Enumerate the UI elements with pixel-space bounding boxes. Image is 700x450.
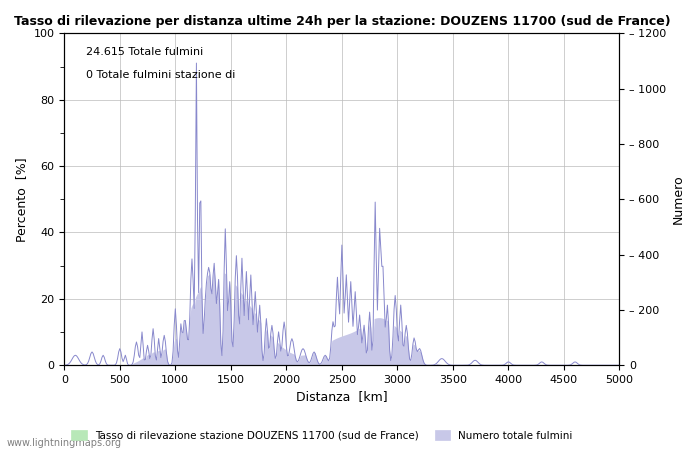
Title: Tasso di rilevazione per distanza ultime 24h per la stazione: DOUZENS 11700 (sud: Tasso di rilevazione per distanza ultime… <box>13 15 670 28</box>
Y-axis label: Percento  [%]: Percento [%] <box>15 157 28 242</box>
Y-axis label: Numero: Numero <box>672 175 685 224</box>
X-axis label: Distanza  [km]: Distanza [km] <box>296 391 388 404</box>
Text: 24.615 Totale fulmini: 24.615 Totale fulmini <box>87 47 204 57</box>
Text: 0 Totale fulmini stazione di: 0 Totale fulmini stazione di <box>87 70 236 80</box>
Text: www.lightningmaps.org: www.lightningmaps.org <box>7 438 122 448</box>
Legend: Tasso di rilevazione stazione DOUZENS 11700 (sud de France), Numero totale fulmi: Tasso di rilevazione stazione DOUZENS 11… <box>67 426 577 445</box>
